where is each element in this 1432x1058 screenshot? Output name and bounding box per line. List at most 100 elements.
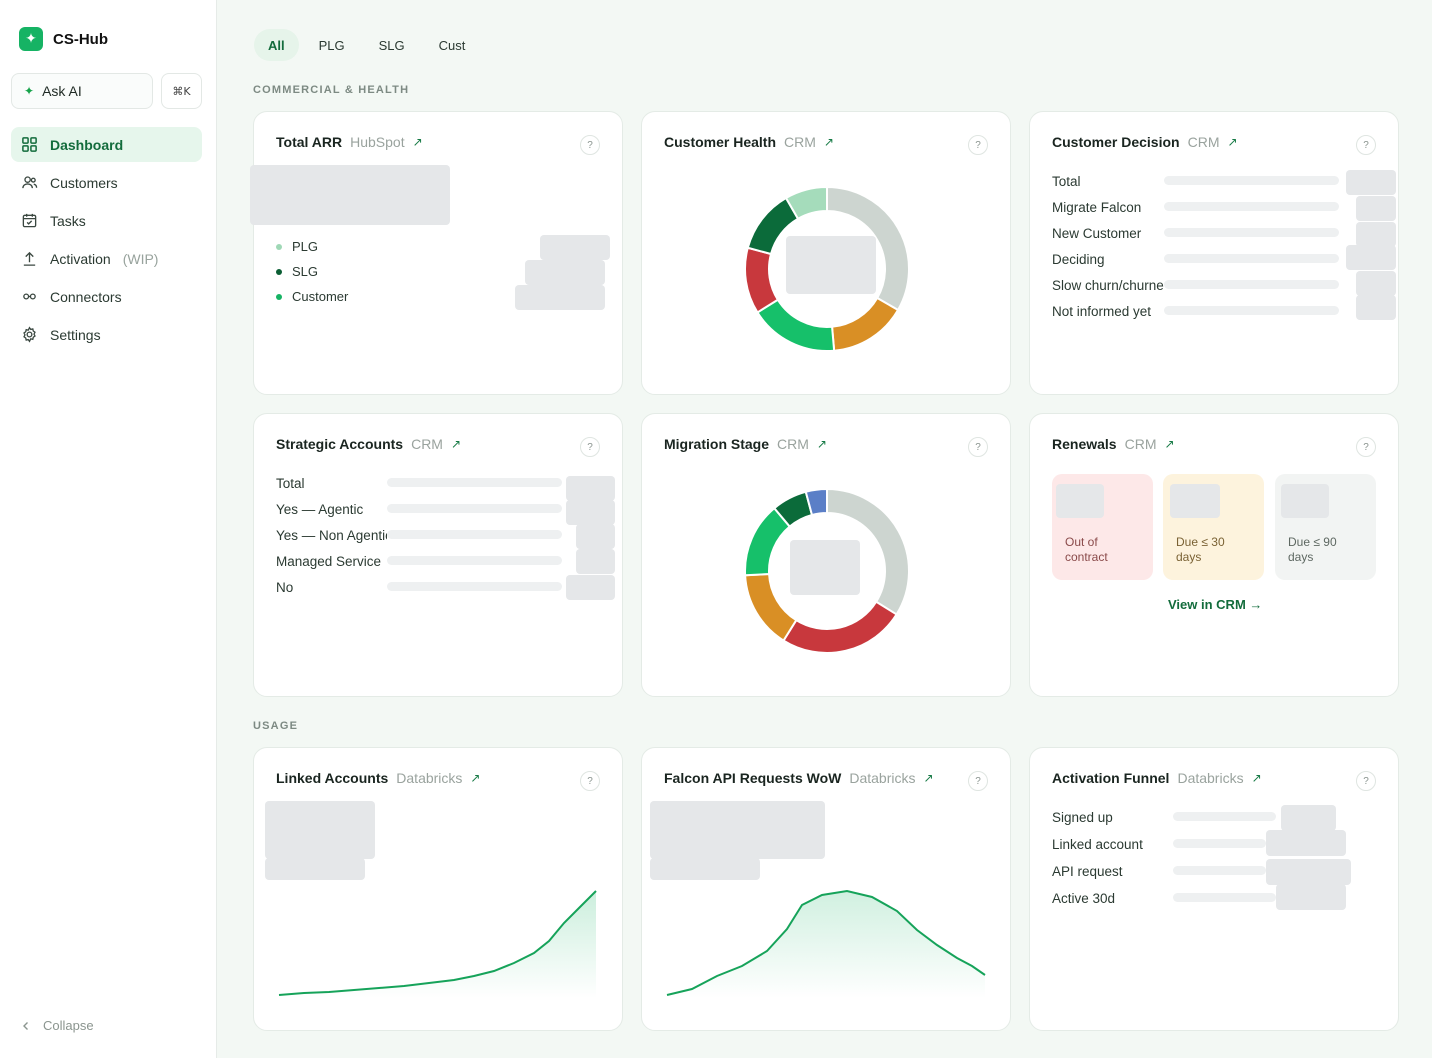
list-item: No bbox=[276, 579, 294, 595]
help-icon[interactable]: ? bbox=[1356, 135, 1376, 155]
donut-segment[interactable] bbox=[804, 487, 828, 517]
brand[interactable]: ✦ CS-Hub bbox=[19, 27, 108, 51]
linked-accounts-sparkline bbox=[278, 890, 597, 998]
ask-ai-button[interactable]: ✦ Ask AI bbox=[11, 73, 153, 109]
donut-segment[interactable] bbox=[756, 298, 836, 352]
legend-item: SLG bbox=[276, 259, 348, 284]
value-placeholder bbox=[525, 260, 605, 285]
health-donut bbox=[744, 185, 910, 352]
card-header[interactable]: Customer Health CRM ↗ bbox=[664, 134, 834, 150]
decision-rows: Total Migrate Falcon New Customer Decidi… bbox=[1052, 168, 1172, 324]
card-header[interactable]: Renewals CRM ↗ bbox=[1052, 436, 1175, 452]
help-icon[interactable]: ? bbox=[580, 437, 600, 457]
card-renewals: Renewals CRM ↗ ? Out of contract Due ≤ 3… bbox=[1029, 413, 1399, 697]
card-header[interactable]: Falcon API Requests WoW Databricks ↗ bbox=[664, 770, 934, 786]
external-link-icon[interactable]: ↗ bbox=[923, 771, 934, 785]
card-source: CRM bbox=[777, 436, 809, 452]
help-icon[interactable]: ? bbox=[1356, 437, 1376, 457]
value-placeholder bbox=[576, 524, 615, 549]
help-icon[interactable]: ? bbox=[580, 771, 600, 791]
list-item: Deciding bbox=[1052, 251, 1105, 267]
tile-label-line: Due ≤ 30 bbox=[1176, 535, 1225, 549]
bar-track bbox=[1173, 812, 1276, 821]
sidebar-item-customers[interactable]: Customers bbox=[11, 165, 202, 200]
donut-segments bbox=[744, 487, 910, 654]
renewal-tile-due-30[interactable]: Due ≤ 30 days bbox=[1163, 474, 1264, 580]
donut-segment[interactable] bbox=[782, 600, 898, 654]
value-placeholder bbox=[1346, 170, 1396, 195]
value-placeholder bbox=[1356, 222, 1396, 247]
sidebar-item-dashboard[interactable]: Dashboard bbox=[11, 127, 202, 162]
donut-segment[interactable] bbox=[744, 572, 798, 642]
list-item: API request bbox=[1052, 864, 1123, 879]
external-link-icon[interactable]: ↗ bbox=[1227, 135, 1238, 149]
legend-label: SLG bbox=[292, 264, 319, 279]
external-link-icon[interactable]: ↗ bbox=[1251, 771, 1262, 785]
help-icon[interactable]: ? bbox=[1356, 771, 1376, 791]
card-header[interactable]: Total ARR HubSpot ↗ bbox=[276, 134, 423, 150]
list-item: Slow churn/churned bbox=[1052, 277, 1164, 293]
donut-segments bbox=[744, 185, 910, 352]
card-header[interactable]: Migration Stage CRM ↗ bbox=[664, 436, 827, 452]
list-item: Total bbox=[1052, 173, 1081, 189]
card-header[interactable]: Linked Accounts Databricks ↗ bbox=[276, 770, 480, 786]
value-placeholder bbox=[1346, 245, 1396, 270]
tab-cust[interactable]: Cust bbox=[438, 37, 466, 53]
collapse-button[interactable]: Collapse bbox=[21, 1018, 94, 1033]
value-placeholder bbox=[1276, 884, 1346, 910]
help-icon[interactable]: ? bbox=[968, 135, 988, 155]
external-link-icon[interactable]: ↗ bbox=[450, 437, 462, 451]
sidebar-item-tasks[interactable]: Tasks bbox=[11, 203, 202, 238]
help-icon[interactable]: ? bbox=[580, 135, 600, 155]
wip-badge: (WIP) bbox=[122, 250, 159, 267]
value-placeholder bbox=[1356, 271, 1396, 296]
external-link-icon[interactable]: ↗ bbox=[816, 437, 827, 451]
legend-item: PLG bbox=[276, 234, 348, 259]
external-link-icon[interactable]: ↗ bbox=[823, 135, 834, 149]
bar-track bbox=[387, 530, 562, 539]
legend-dot bbox=[276, 243, 282, 250]
tile-label: Due ≤ 30 days bbox=[1176, 535, 1225, 565]
bar-track bbox=[1164, 306, 1339, 315]
tile-label-line: days bbox=[1176, 550, 1202, 564]
help-icon[interactable]: ? bbox=[968, 437, 988, 457]
donut-center-placeholder bbox=[786, 236, 876, 294]
bar-track bbox=[387, 556, 562, 565]
value-placeholder bbox=[265, 801, 375, 859]
donut-segment[interactable] bbox=[784, 185, 828, 221]
tab-slg[interactable]: SLG bbox=[378, 37, 405, 53]
card-source: Databricks bbox=[396, 770, 463, 786]
value-placeholder bbox=[1170, 484, 1220, 518]
value-placeholder bbox=[1266, 830, 1346, 856]
filter-tabs: All PLG SLG Cust bbox=[254, 29, 479, 61]
card-header[interactable]: Customer Decision CRM ↗ bbox=[1052, 134, 1238, 150]
card-header[interactable]: Activation Funnel Databricks ↗ bbox=[1052, 770, 1262, 786]
strategic-rows: Total Yes — Agentic Yes — Non Agentic Ma… bbox=[276, 470, 391, 600]
tab-all[interactable]: All bbox=[254, 29, 299, 61]
sidebar-item-label: Connectors bbox=[50, 288, 122, 305]
sidebar-item-settings[interactable]: Settings bbox=[11, 317, 202, 352]
view-in-crm-link[interactable]: View in CRM → bbox=[1168, 597, 1263, 612]
card-source: CRM bbox=[1187, 134, 1220, 150]
legend-dot bbox=[276, 293, 282, 300]
sidebar-item-connectors[interactable]: Connectors bbox=[11, 279, 202, 314]
card-customer-health: Customer Health CRM ↗ ? bbox=[641, 111, 1011, 395]
card-title: Linked Accounts bbox=[276, 770, 389, 786]
external-link-icon[interactable]: ↗ bbox=[470, 771, 481, 785]
help-icon[interactable]: ? bbox=[968, 771, 988, 791]
donut-segment[interactable] bbox=[830, 296, 900, 352]
sidebar-item-label: Settings bbox=[50, 326, 101, 343]
renewal-tile-out-of-contract[interactable]: Out of contract bbox=[1052, 474, 1153, 580]
tile-label: Out of contract bbox=[1065, 535, 1108, 565]
renewal-tile-due-90[interactable]: Due ≤ 90 days bbox=[1275, 474, 1376, 580]
donut-segment[interactable] bbox=[744, 246, 780, 314]
external-link-icon[interactable]: ↗ bbox=[1164, 437, 1175, 451]
shortcut-badge[interactable]: ⌘K bbox=[161, 73, 202, 109]
card-header[interactable]: Strategic Accounts CRM ↗ bbox=[276, 436, 461, 452]
sidebar-item-activation[interactable]: Activation (WIP) bbox=[11, 241, 202, 276]
card-title: Customer Health bbox=[664, 134, 777, 150]
gear-icon bbox=[23, 326, 36, 343]
tab-plg[interactable]: PLG bbox=[318, 37, 345, 53]
sidebar-item-label: Dashboard bbox=[50, 136, 124, 153]
external-link-icon[interactable]: ↗ bbox=[412, 135, 423, 149]
